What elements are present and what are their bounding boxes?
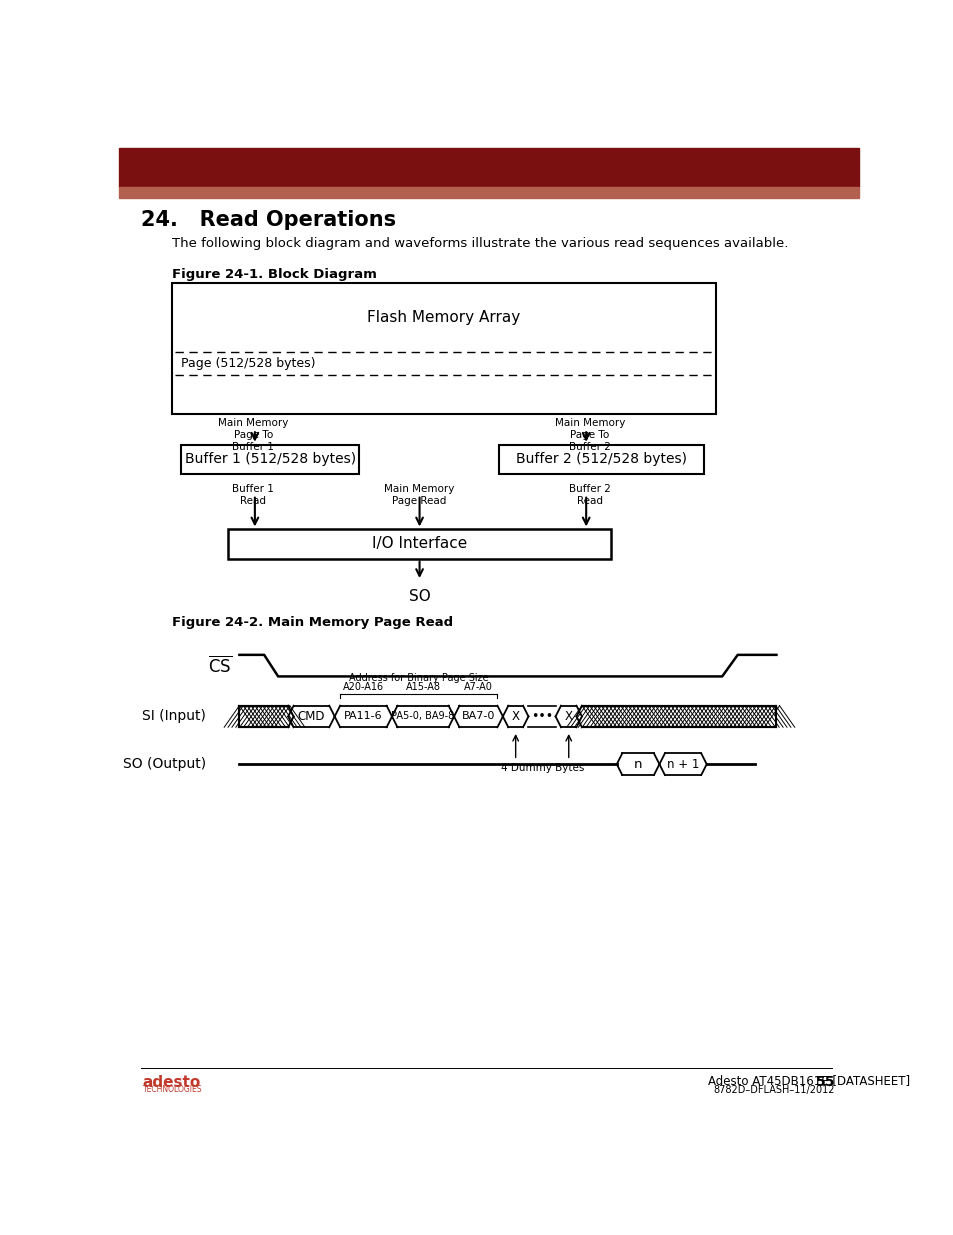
Text: $\overline{\rm CS}$: $\overline{\rm CS}$ [208, 655, 233, 676]
Text: Buffer 2 (512/528 bytes): Buffer 2 (512/528 bytes) [516, 452, 686, 467]
Text: A20-A16: A20-A16 [342, 682, 383, 692]
Text: PA5-0, BA9-8: PA5-0, BA9-8 [391, 711, 455, 721]
Text: SI (Input): SI (Input) [142, 709, 206, 724]
Text: 24.   Read Operations: 24. Read Operations [141, 210, 395, 230]
Text: n + 1: n + 1 [666, 758, 699, 771]
Text: Main Memory
Page Read: Main Memory Page Read [384, 484, 455, 506]
Text: A15-A8: A15-A8 [405, 682, 440, 692]
Text: •••: ••• [531, 710, 553, 722]
Text: Main Memory
Page To
Buffer 1: Main Memory Page To Buffer 1 [218, 417, 288, 452]
Text: Buffer 1
Read: Buffer 1 Read [233, 484, 274, 506]
Bar [228, 530, 611, 558]
Text: BA7-0: BA7-0 [461, 711, 495, 721]
Text: 55: 55 [815, 1074, 835, 1088]
Text: Page (512/528 bytes): Page (512/528 bytes) [181, 357, 315, 370]
Text: 8782D–DFLASH–11/2012: 8782D–DFLASH–11/2012 [713, 1086, 835, 1095]
Text: Figure 24-2. Main Memory Page Read: Figure 24-2. Main Memory Page Read [172, 616, 453, 630]
Text: The following block diagram and waveforms illustrate the various read sequences : The following block diagram and waveform… [172, 237, 787, 249]
Text: SO (Output): SO (Output) [123, 757, 206, 771]
Text: CMD: CMD [297, 710, 325, 722]
Text: X: X [564, 710, 572, 722]
Bar [172, 283, 716, 414]
Text: Figure 24-1. Block Diagram: Figure 24-1. Block Diagram [172, 268, 376, 280]
Text: n: n [633, 758, 641, 771]
Text: adesto: adesto [142, 1074, 200, 1089]
Bar [119, 186, 858, 199]
Text: SO: SO [408, 589, 430, 604]
Text: Buffer 2
Read: Buffer 2 Read [569, 484, 610, 506]
Bar [498, 445, 703, 474]
Text: Buffer 1 (512/528 bytes): Buffer 1 (512/528 bytes) [185, 452, 355, 467]
Text: Adesto AT45DB161E [DATASHEET]: Adesto AT45DB161E [DATASHEET] [707, 1074, 909, 1088]
Text: 4 Dummy Bytes: 4 Dummy Bytes [500, 763, 583, 773]
Text: Main Memory
Page To
Buffer 2: Main Memory Page To Buffer 2 [555, 417, 624, 452]
Text: X: X [511, 710, 519, 722]
Text: Address for Binary Page Size: Address for Binary Page Size [349, 673, 488, 683]
Bar [181, 445, 359, 474]
Text: PA11-6: PA11-6 [344, 711, 382, 721]
Text: A7-A0: A7-A0 [463, 682, 493, 692]
Bar [119, 148, 858, 186]
Text: I/O Interface: I/O Interface [372, 536, 467, 552]
Text: Flash Memory Array: Flash Memory Array [367, 310, 520, 325]
Text: TECHNOLOGIES: TECHNOLOGIES [142, 1086, 202, 1094]
